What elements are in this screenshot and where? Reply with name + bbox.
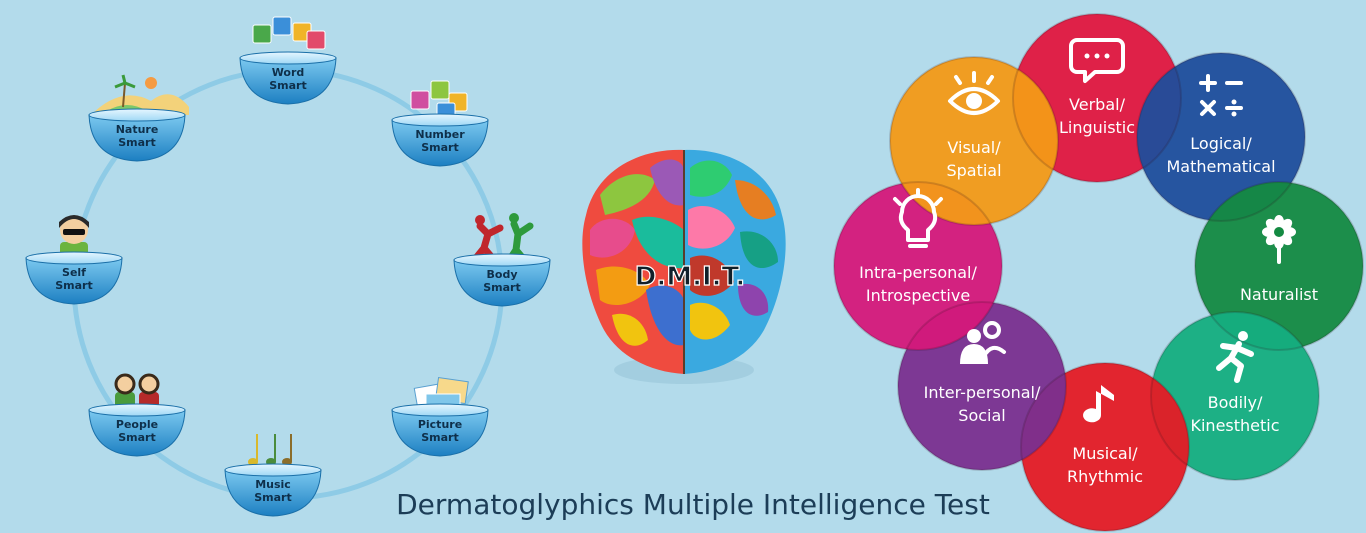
people-icon <box>960 321 1006 364</box>
ring-item-subtitle: Smart <box>269 79 307 92</box>
circle-label: Musical/ <box>1072 444 1138 463</box>
circle-label: Kinesthetic <box>1190 416 1279 435</box>
circle-visual <box>890 57 1058 225</box>
bowl <box>391 409 489 457</box>
circle-content-8: Visual/Spatial <box>946 71 1002 180</box>
circle-content-1: Verbal/Linguistic <box>1059 38 1135 137</box>
circle-content-2: Logical/Mathematical <box>1166 74 1276 176</box>
circle-naturalist <box>1195 182 1363 350</box>
ring-item-subtitle: Smart <box>421 431 459 444</box>
speech-bubble-icon <box>1069 38 1125 83</box>
bowl <box>239 57 337 105</box>
circle-label: Verbal/ <box>1069 95 1126 114</box>
bowl <box>88 114 186 162</box>
circle-label: Social <box>958 406 1005 425</box>
circle-label: Rhythmic <box>1067 467 1143 486</box>
ring-item-subtitle: Smart <box>55 279 93 292</box>
circle-label: Logical/ <box>1190 134 1252 153</box>
bowl <box>25 257 123 305</box>
circle-content-4: Bodily/Kinesthetic <box>1190 331 1280 435</box>
bowl <box>391 119 489 167</box>
brain-label: D.M.I.T. <box>635 262 745 292</box>
circle-label: Naturalist <box>1240 285 1318 304</box>
brain-illustration: D.M.I.T. <box>582 149 786 384</box>
circle-label: Introspective <box>866 286 970 305</box>
caption: Dermatoglyphics Multiple Intelligence Te… <box>396 488 990 521</box>
math-symbols-icon <box>1199 74 1243 117</box>
person-sunglasses-icon <box>59 215 89 258</box>
circle-content-7: Intra-personal/Introspective <box>859 188 977 305</box>
circle-intra-personal <box>834 182 1002 350</box>
bowl <box>453 259 551 307</box>
circle-content-3: Naturalist <box>1240 215 1318 304</box>
smart-ring-diagram: WordSmartNumberSmartBodySmartPictureSmar… <box>25 16 551 517</box>
circle-content-6: Inter-personal/Social <box>924 321 1041 425</box>
intelligence-circles: Verbal/Linguistic Logical/Mathematical Nat… <box>833 13 1364 532</box>
ring-item-subtitle: Smart <box>118 431 156 444</box>
circle-label: Mathematical <box>1166 157 1275 176</box>
ring-item-title: Picture <box>418 418 462 431</box>
bowl <box>88 409 186 457</box>
circle-label: Bodily/ <box>1208 393 1263 412</box>
circle-content-5: Musical/Rhythmic <box>1067 385 1143 486</box>
letter-blocks-icon <box>252 16 326 50</box>
ring-item-title: Self <box>62 266 86 279</box>
ring-item-subtitle: Smart <box>254 491 292 504</box>
bowl <box>224 469 322 517</box>
circle-logical <box>1137 53 1305 221</box>
ring-item-subtitle: Smart <box>118 136 156 149</box>
ring-item-title: Music <box>255 478 291 491</box>
ring-item-subtitle: Smart <box>421 141 459 154</box>
ring-item-title: Word <box>272 66 305 79</box>
circle-bodily <box>1151 312 1319 480</box>
circle-label: Inter-personal/ <box>924 383 1041 402</box>
lightbulb-icon <box>893 188 943 248</box>
circle-label: Intra-personal/ <box>859 263 977 282</box>
music-notes-icon <box>248 434 292 466</box>
ring-item-title: Body <box>487 268 518 281</box>
ring-item-title: Number <box>415 128 465 141</box>
ring-item-title: Nature <box>116 123 159 136</box>
running-person-icon <box>1216 331 1254 383</box>
ring-item-subtitle: Smart <box>483 281 521 294</box>
music-note-icon <box>1083 385 1114 423</box>
circle-label: Visual/ <box>947 138 1001 157</box>
eye-icon <box>948 71 1000 115</box>
circle-label: Linguistic <box>1059 118 1135 137</box>
circle-label: Spatial <box>946 161 1001 180</box>
flower-icon <box>1262 215 1296 264</box>
ring-item-title: People <box>116 418 158 431</box>
